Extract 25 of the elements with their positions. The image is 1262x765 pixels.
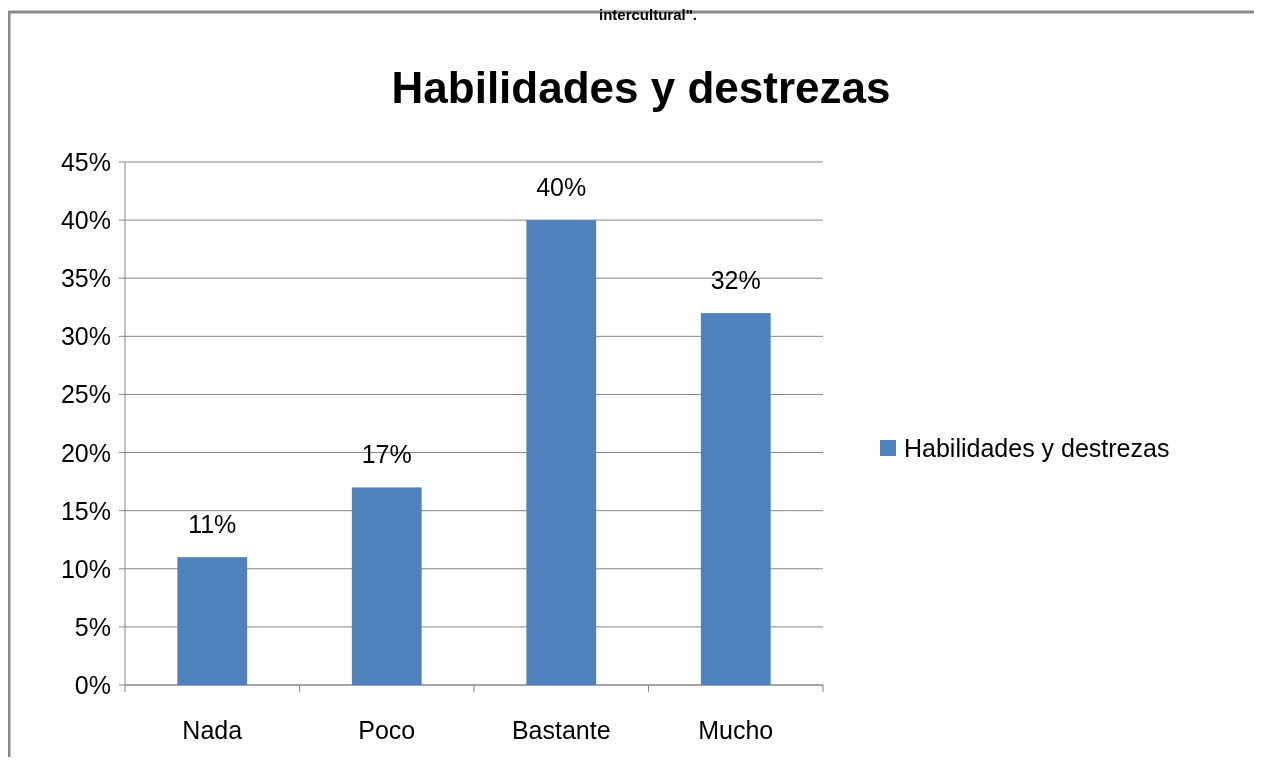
y-tick-label: 45%	[60, 148, 111, 176]
y-tick-label: 40%	[60, 206, 111, 235]
x-tick-label: Poco	[358, 716, 416, 744]
x-tick-label: Bastante	[511, 716, 611, 744]
x-tick-label: Mucho	[698, 716, 774, 744]
y-tick-label: 0%	[74, 671, 111, 699]
y-tick-label: 15%	[60, 496, 111, 525]
text: 11%	[188, 510, 237, 539]
bar	[526, 220, 597, 685]
chart-title: Habilidades y destrezas	[391, 63, 891, 112]
text: 32%	[710, 266, 761, 295]
x-tick-label: Nada	[182, 716, 243, 744]
text: 17%	[361, 440, 412, 469]
y-tick-label: 35%	[60, 264, 111, 293]
text: 40%	[536, 173, 587, 202]
y-tick-label: 10%	[60, 554, 111, 583]
bar	[351, 487, 422, 685]
bar	[700, 313, 771, 685]
y-tick-label: 30%	[60, 322, 111, 351]
y-tick-label: 25%	[60, 380, 111, 409]
legend-label: Habilidades y destrezas	[904, 434, 1170, 462]
text: intercultural".	[599, 6, 697, 23]
y-tick-label: 5%	[74, 612, 111, 641]
y-tick-label: 20%	[60, 438, 111, 467]
bar	[177, 557, 248, 685]
